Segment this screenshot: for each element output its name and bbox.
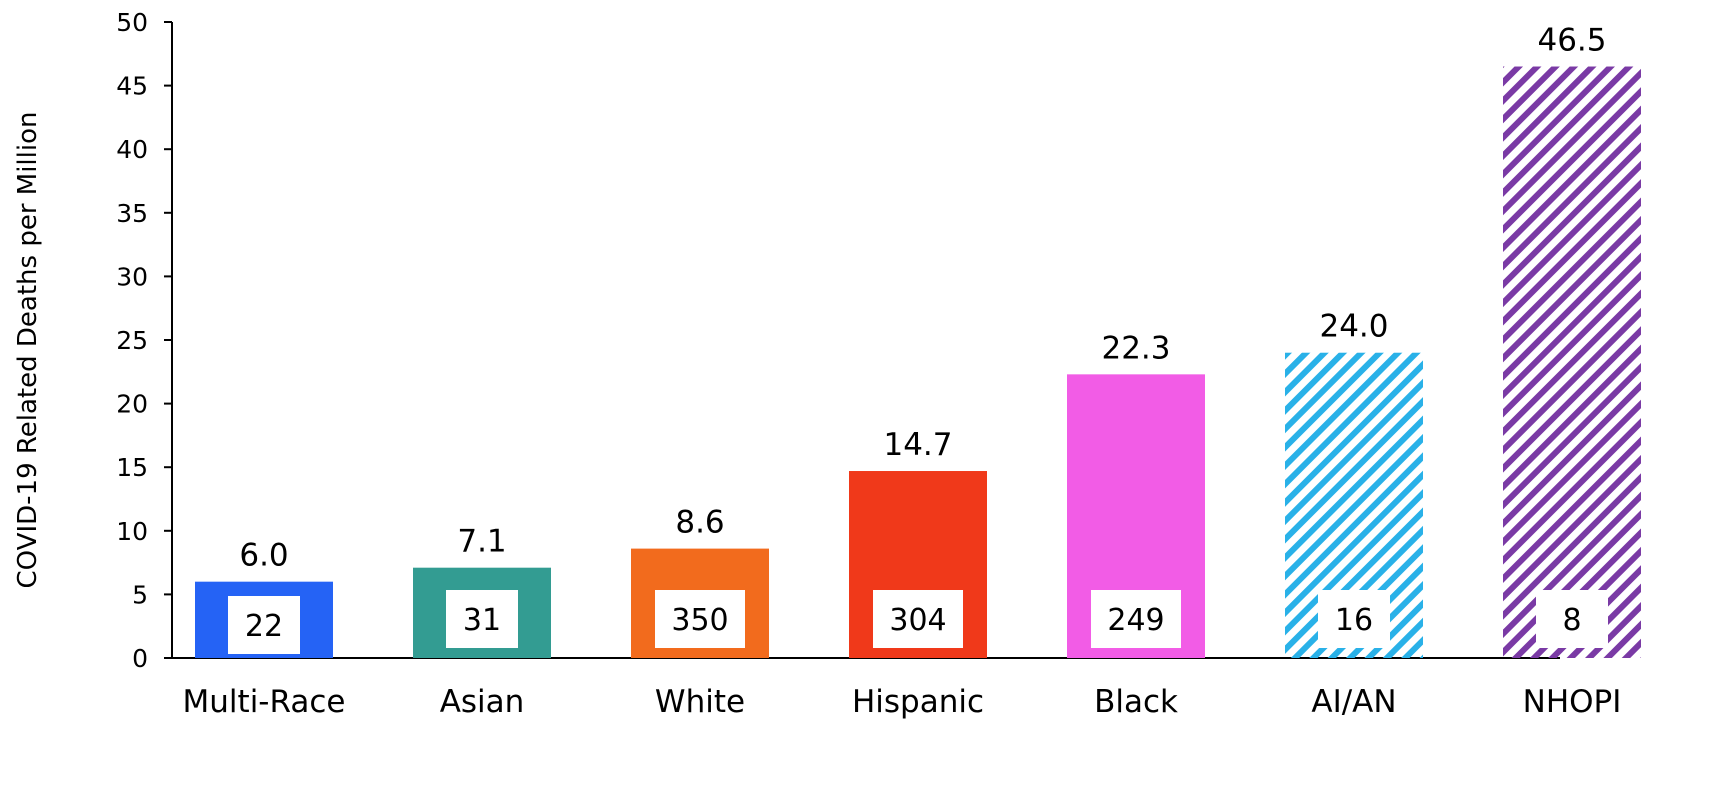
x-tick-label: Asian (440, 684, 525, 720)
count-box (228, 596, 300, 654)
y-axis-title: COVID-19 Related Deaths per Million (13, 112, 43, 589)
count-label: 304 (889, 603, 946, 638)
x-tick-label: Multi-Race (183, 684, 346, 720)
bar-value-label: 24.0 (1319, 309, 1388, 345)
x-tick-label: NHOPI (1523, 684, 1622, 720)
y-tick-label: 15 (116, 453, 148, 482)
x-tick-label: AI/AN (1311, 684, 1396, 720)
y-tick-label: 30 (116, 262, 148, 291)
count-box (1536, 590, 1608, 648)
bar-value-label: 14.7 (883, 427, 952, 463)
y-tick-label: 10 (116, 517, 148, 546)
x-tick-label: Hispanic (852, 684, 984, 720)
count-box (1091, 590, 1181, 648)
y-tick-label: 35 (116, 199, 148, 228)
x-tick-label: Black (1094, 684, 1178, 720)
y-tick-label: 45 (116, 72, 148, 101)
count-box (873, 590, 963, 648)
bar-value-label: 6.0 (239, 538, 288, 574)
count-box (1318, 590, 1390, 648)
bar-value-label: 7.1 (457, 524, 506, 560)
y-tick-label: 0 (132, 644, 148, 673)
bar-nhopi (1503, 66, 1641, 658)
y-tick-label: 25 (116, 326, 148, 355)
count-box (446, 590, 518, 648)
x-tick-label: White (655, 684, 745, 720)
bar-value-label: 8.6 (675, 505, 724, 541)
bar-value-label: 46.5 (1537, 23, 1606, 59)
count-label: 350 (671, 603, 728, 638)
count-label: 31 (463, 603, 501, 638)
count-label: 16 (1335, 603, 1373, 638)
y-tick-label: 40 (116, 135, 148, 164)
y-tick-label: 20 (116, 390, 148, 419)
y-tick-label: 50 (116, 8, 148, 37)
bar-value-label: 22.3 (1101, 330, 1170, 366)
count-label: 8 (1562, 603, 1581, 638)
count-label: 249 (1107, 603, 1164, 638)
y-tick-label: 5 (132, 580, 148, 609)
count-box (655, 590, 745, 648)
count-label: 22 (245, 609, 283, 644)
